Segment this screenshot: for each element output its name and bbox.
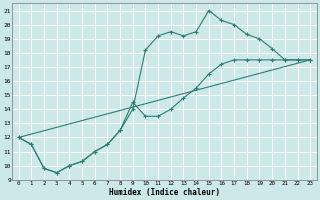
X-axis label: Humidex (Indice chaleur): Humidex (Indice chaleur) [109, 188, 220, 197]
